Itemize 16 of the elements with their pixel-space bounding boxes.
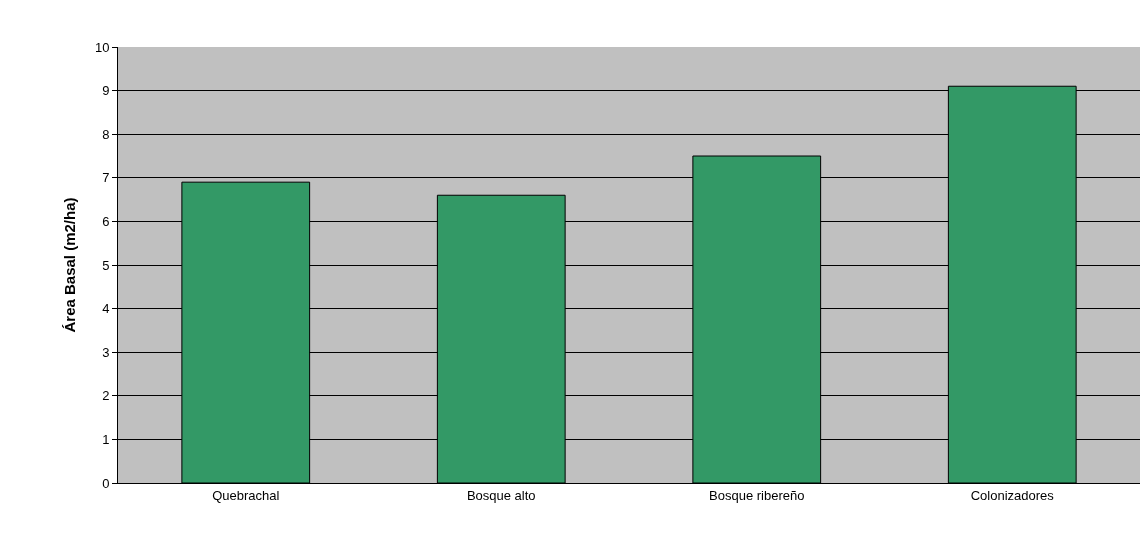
y-axis-title: Área Basal (m2/ha) xyxy=(61,197,79,333)
y-tick-label: 5 xyxy=(102,257,110,273)
y-tick-label: 10 xyxy=(94,39,110,55)
x-tick-label: Bosque alto xyxy=(466,487,536,503)
y-tick-label: 0 xyxy=(102,475,110,491)
y-tick-label: 4 xyxy=(102,301,110,317)
y-tick-label: 9 xyxy=(102,83,110,99)
y-tick-label: 2 xyxy=(102,388,110,404)
y-tick-label: 1 xyxy=(102,431,110,447)
x-tick-label: Bosque ribereño xyxy=(709,487,805,503)
x-tick-label: Quebrachal xyxy=(212,487,280,503)
y-tick-label: 8 xyxy=(102,126,110,142)
y-tick-label: 3 xyxy=(102,344,110,360)
y-tick-label: 7 xyxy=(102,170,110,186)
y-tick-label: 6 xyxy=(102,213,110,229)
x-tick-label: Colonizadores xyxy=(970,487,1055,503)
